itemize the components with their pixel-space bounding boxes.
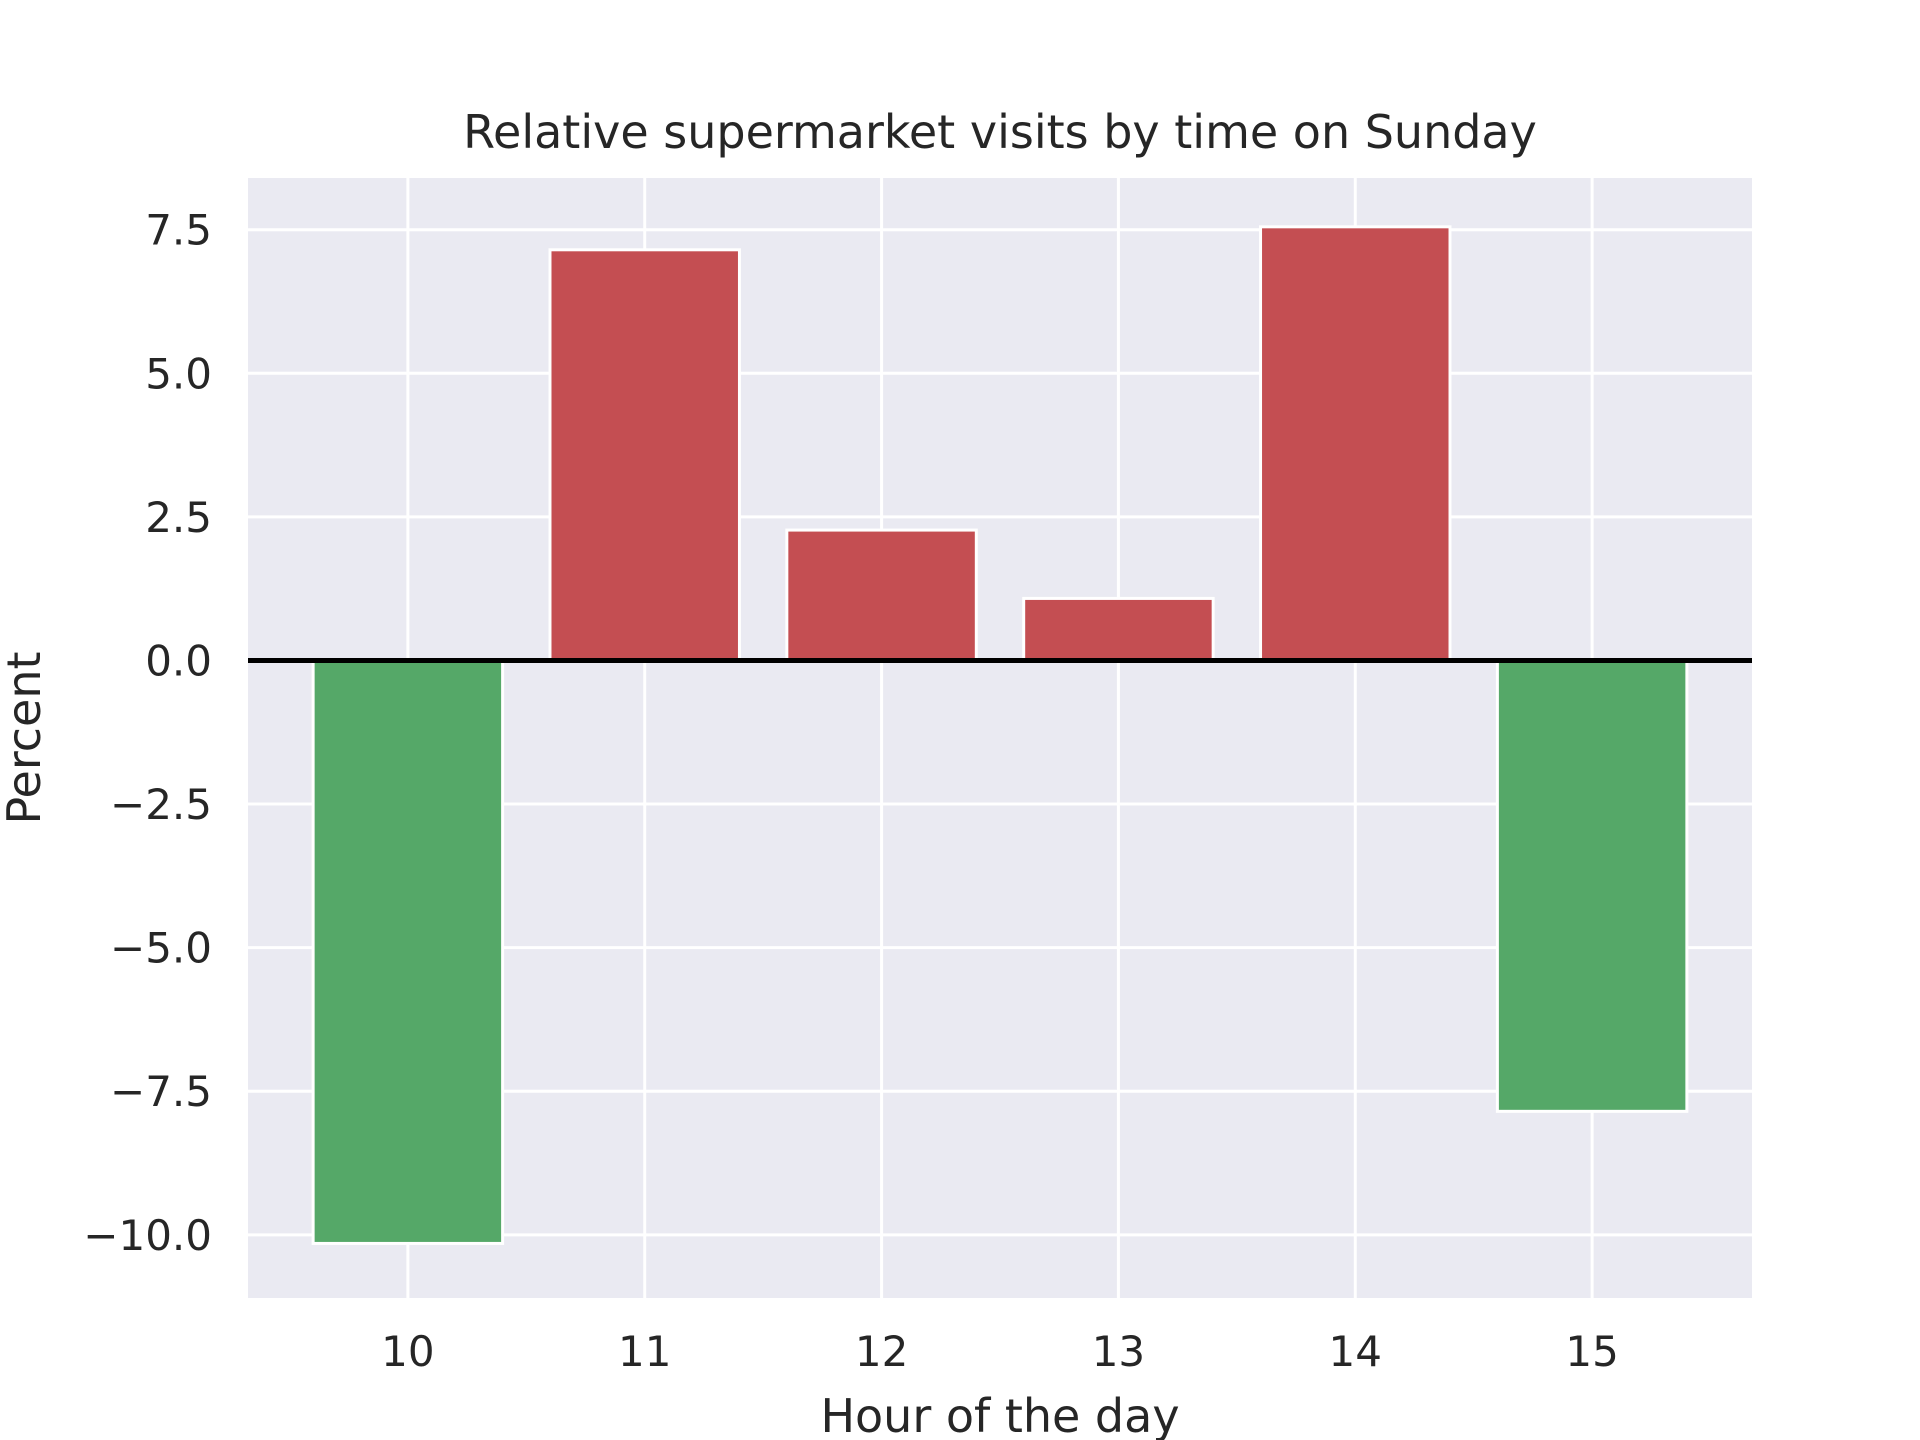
y-tick-label: −2.5 (110, 780, 212, 829)
bar-15 (1495, 658, 1689, 1113)
x-tick-label: 15 (1565, 1327, 1618, 1376)
y-tick-label: 2.5 (145, 493, 212, 542)
x-tick-label: 14 (1329, 1327, 1382, 1376)
y-tick-label: −7.5 (110, 1067, 212, 1116)
x-tick-label: 11 (618, 1327, 671, 1376)
x-tick-label: 13 (1092, 1327, 1145, 1376)
x-axis-label: Hour of the day (820, 1389, 1179, 1440)
y-axis-label: Percent (0, 651, 51, 824)
y-tick-label: 5.0 (145, 349, 212, 398)
y-tick-label: −10.0 (83, 1211, 212, 1260)
bar-10 (311, 658, 505, 1245)
x-tick-label: 12 (855, 1327, 908, 1376)
x-tick-labels: 10 11 12 13 14 15 (381, 1327, 1619, 1376)
bars (311, 225, 1689, 1245)
bar-11 (548, 248, 741, 662)
y-tick-label: 7.5 (145, 206, 212, 255)
chart-title: Relative supermarket visits by time on S… (463, 105, 1537, 159)
y-tick-label: 0.0 (145, 636, 212, 685)
bar-13 (1022, 596, 1215, 662)
y-tick-labels: 7.5 5.0 2.5 0.0 −2.5 −5.0 −7.5 −10.0 (83, 206, 212, 1260)
y-tick-label: −5.0 (110, 924, 212, 973)
bar-14 (1259, 225, 1452, 662)
x-tick-label: 10 (381, 1327, 434, 1376)
bar-12 (785, 528, 978, 662)
